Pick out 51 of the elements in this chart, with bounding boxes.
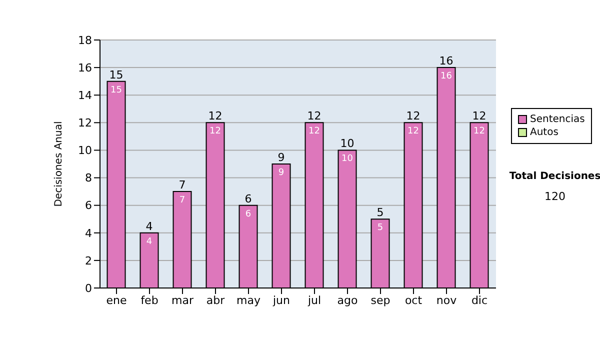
y-tick-label: 6 bbox=[85, 199, 92, 212]
x-tick-label: jun bbox=[272, 294, 290, 307]
total-label: 12 bbox=[406, 110, 420, 123]
total-label: 7 bbox=[178, 178, 186, 192]
y-tick-label: 12 bbox=[78, 116, 92, 130]
y-tick-label: 2 bbox=[85, 254, 92, 268]
total-label: 4 bbox=[146, 220, 153, 233]
data-label: 16 bbox=[440, 72, 452, 82]
x-tick-label: sep bbox=[370, 294, 390, 307]
legend-label: Sentencias bbox=[530, 113, 585, 126]
data-label: 12 bbox=[210, 126, 221, 137]
y-tick-label: 14 bbox=[78, 89, 92, 102]
total-label: 9 bbox=[278, 151, 285, 164]
text: 120 bbox=[544, 190, 566, 203]
total-label: 10 bbox=[340, 137, 354, 150]
x-tick-label: oct bbox=[404, 294, 423, 307]
total-label: 12 bbox=[472, 110, 486, 123]
data-label: 12 bbox=[308, 126, 320, 137]
legend-label: Autos bbox=[530, 126, 558, 139]
x-tick-label: nov bbox=[436, 294, 458, 307]
data-label: 12 bbox=[474, 126, 485, 137]
data-label: 5 bbox=[377, 223, 384, 234]
data-label: 9 bbox=[278, 168, 284, 178]
total-label: 12 bbox=[307, 110, 322, 123]
x-tick-label: ago bbox=[337, 294, 358, 307]
data-label: 6 bbox=[245, 209, 252, 220]
data-label: 10 bbox=[342, 154, 354, 164]
text: Total Decisiones bbox=[508, 171, 600, 182]
x-tick-label: may bbox=[236, 294, 261, 307]
x-tick-label: mar bbox=[172, 294, 194, 307]
x-tick-label: dic bbox=[471, 294, 488, 307]
x-tick-label: feb bbox=[140, 294, 158, 307]
total-label: 15 bbox=[109, 68, 124, 82]
y-axis-title: Decisiones Anual bbox=[54, 121, 65, 207]
total-label: 12 bbox=[208, 110, 222, 123]
total-label: 6 bbox=[244, 192, 252, 206]
data-label: 7 bbox=[179, 196, 186, 206]
total-label: 16 bbox=[439, 54, 454, 68]
y-tick-label: 8 bbox=[85, 172, 92, 185]
data-label: 15 bbox=[110, 85, 122, 96]
data-label: 4 bbox=[146, 236, 152, 247]
x-tick-label: abr bbox=[206, 294, 226, 307]
y-tick-label: 10 bbox=[78, 144, 92, 158]
x-tick-label: jul bbox=[306, 294, 322, 307]
data-label: 12 bbox=[408, 126, 419, 137]
y-tick-label: 18 bbox=[78, 34, 92, 47]
y-tick-label: 4 bbox=[85, 226, 92, 240]
y-tick-label: 16 bbox=[78, 61, 92, 74]
y-tick-label: 0 bbox=[85, 282, 92, 295]
x-tick-label: ene bbox=[106, 294, 127, 307]
total-label: 5 bbox=[376, 206, 384, 220]
